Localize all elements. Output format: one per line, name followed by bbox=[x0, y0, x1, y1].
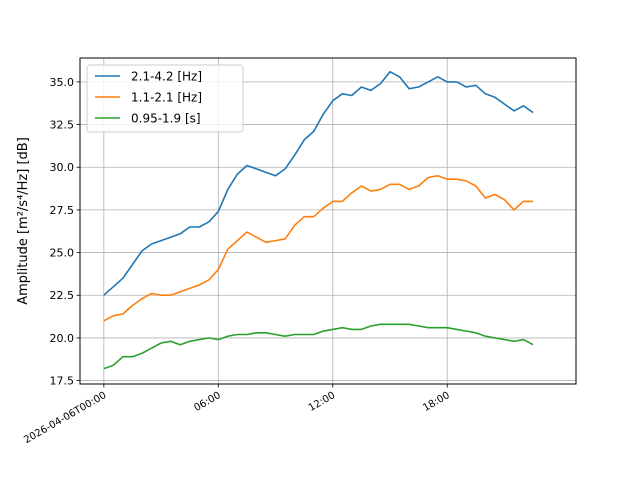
y-tick-label: 17.5 bbox=[50, 375, 75, 388]
legend-label: 1.1-2.1 [Hz] bbox=[131, 91, 202, 105]
y-tick-label: 32.5 bbox=[50, 119, 75, 132]
legend: 2.1-4.2 [Hz] 1.1-2.1 [Hz] 0.95-1.9 [s] bbox=[86, 64, 244, 133]
series-line-2 bbox=[103, 323, 534, 370]
y-axis: 17.5 20.0 22.5 25.0 27.5 30.0 32.5 35.0 bbox=[50, 76, 80, 388]
legend-label: 0.95-1.9 [s] bbox=[131, 112, 201, 126]
y-tick-label: 35.0 bbox=[50, 76, 75, 89]
grid bbox=[80, 58, 576, 384]
y-tick-label: 22.5 bbox=[50, 289, 75, 302]
y-axis-label: Amplitude [m²/s⁴/Hz] [dB] bbox=[16, 137, 31, 305]
y-tick-label: 25.0 bbox=[50, 247, 75, 260]
y-tick-label: 30.0 bbox=[50, 161, 75, 174]
plot-frame bbox=[79, 57, 577, 385]
y-tick-label: 27.5 bbox=[50, 204, 75, 217]
plot-lines bbox=[103, 70, 534, 370]
y-tick-label: 20.0 bbox=[50, 332, 75, 345]
series-line-1 bbox=[103, 175, 534, 322]
legend-box bbox=[86, 64, 244, 133]
legend-label: 2.1-4.2 [Hz] bbox=[131, 70, 202, 84]
series-line-0 bbox=[103, 70, 534, 296]
